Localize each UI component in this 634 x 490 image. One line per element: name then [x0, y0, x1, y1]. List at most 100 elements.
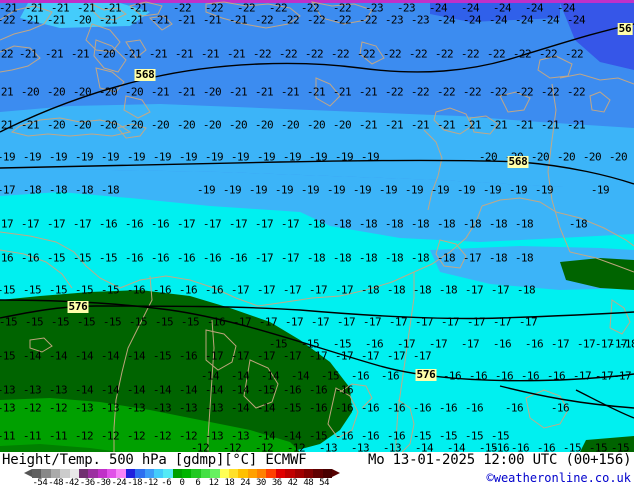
colorbar-tick: -30	[95, 478, 111, 488]
temperature-value: -17	[20, 217, 40, 231]
temperature-value: -15	[610, 441, 630, 453]
temperature-value: -16	[364, 337, 384, 351]
temperature-value: -18	[22, 183, 42, 197]
height-contour-label: 576	[67, 300, 89, 313]
temperature-value: -12	[286, 441, 306, 453]
temperature-value: -20	[556, 150, 576, 164]
colorbar-swatch-9	[116, 469, 126, 478]
temperature-value: -22	[382, 47, 402, 61]
contour-568-mid	[0, 159, 634, 185]
temperature-value: -14	[256, 429, 276, 443]
temperature-value: -15	[102, 315, 122, 329]
temperature-value: -22	[304, 47, 324, 61]
temperature-value: -16	[360, 429, 380, 443]
temperature-value: -16	[412, 401, 432, 415]
temperature-value: -17	[334, 349, 354, 363]
temperature-value: -12	[74, 429, 94, 443]
temperature-value: -21	[102, 1, 122, 15]
temperature-value: -15	[412, 429, 432, 443]
temperature-value: -17	[360, 349, 380, 363]
temperature-value: -21	[18, 47, 38, 61]
temperature-value: -21	[566, 118, 586, 132]
region-dark-green-right	[560, 258, 634, 290]
temperature-value: -21	[200, 47, 220, 61]
colorbar-swatch-21	[228, 469, 239, 478]
temperature-value: -21	[124, 13, 144, 27]
temperature-value: -19	[22, 150, 42, 164]
temperature-value: -15	[48, 283, 68, 297]
temperature-value: -12	[100, 429, 120, 443]
temperature-value: -16	[334, 383, 354, 397]
temperature-value: -17	[310, 315, 330, 329]
temperature-value: -21	[0, 1, 18, 15]
temperature-value: -24	[428, 1, 448, 15]
temperature-value: -21	[20, 13, 40, 27]
colorbar-swatch-26	[275, 469, 286, 478]
chart-footer: Height/Temp. 500 hPa [gdmp][°C] ECMWF Mo…	[0, 452, 634, 490]
temperature-value: -14	[414, 441, 434, 453]
temperature-value: -14	[22, 349, 42, 363]
temperature-value: -22	[460, 47, 480, 61]
temperature-value: -19	[456, 183, 476, 197]
temperature-value: -16	[438, 401, 458, 415]
temperature-value: -22	[330, 47, 350, 61]
temperature-value: -15	[562, 441, 582, 453]
temperature-value: -18	[384, 217, 404, 231]
temperature-value: -22	[564, 47, 584, 61]
temperature-value: -22	[332, 13, 352, 27]
temperature-value: -21	[150, 85, 170, 99]
temperature-value: -17	[396, 337, 416, 351]
copyright-credit: ©weatheronline.co.uk	[486, 471, 632, 485]
temperature-value: -21	[24, 1, 44, 15]
temperature-value: -19	[222, 183, 242, 197]
temperature-value: -17	[490, 283, 510, 297]
temperature-value: -12	[48, 401, 68, 415]
temperature-value: -19	[48, 150, 68, 164]
colorbar-tick: 48	[303, 478, 314, 488]
temperature-value: -16	[380, 369, 400, 383]
temperature-value: -12	[152, 429, 172, 443]
temperature-value: -14	[200, 369, 220, 383]
temperature-value: -20	[96, 47, 116, 61]
temperature-value: -15	[268, 337, 288, 351]
temperature-value: -19	[282, 150, 302, 164]
colorbar-tick: -42	[64, 478, 79, 488]
temperature-value: -19	[378, 183, 398, 197]
temperature-value: -17	[258, 315, 278, 329]
temperature-value: -19	[230, 150, 250, 164]
temperature-value: -21	[514, 118, 534, 132]
map-canvas[interactable]: -21 -21 -21 -21 -21 -21 -22 -22 -22 -22 -22 -22 -23-…	[0, 0, 634, 452]
colorbar-swatch-7	[97, 469, 107, 478]
temperature-value: -17	[72, 217, 92, 231]
temperature-value: -24	[514, 13, 534, 27]
temperature-value: -16	[524, 337, 544, 351]
temperature-value: -15	[256, 383, 276, 397]
temperature-value: -17	[228, 217, 248, 231]
temperature-value: -13	[74, 401, 94, 415]
temperature-value: -16	[152, 283, 172, 297]
temperature-value: -22	[462, 85, 482, 99]
temperature-value: -15	[0, 315, 18, 329]
temperature-value: -15	[0, 283, 16, 297]
chart-datestamp: Mo 13-01-2025 12:00 UTC (00+156)	[368, 452, 632, 468]
colorbar-swatch-10	[125, 469, 136, 478]
temperature-value: -22	[410, 85, 430, 99]
temperature-value: -18	[488, 251, 508, 265]
colorbar-tick: 54	[319, 478, 330, 488]
temperature-value: -17	[280, 217, 300, 231]
temperature-value: -19	[352, 183, 372, 197]
temperature-value: -21	[46, 13, 66, 27]
temperature-value: -21	[70, 47, 90, 61]
temperature-value: -22	[204, 1, 224, 15]
colorbar-swatch-6	[88, 469, 98, 478]
temperature-value: -16	[386, 429, 406, 443]
colorbar-swatch-15	[172, 469, 182, 478]
temperature-value: -14	[282, 429, 302, 443]
temperature-value: -22	[252, 47, 272, 61]
temperature-value: -16	[360, 401, 380, 415]
temperature-value: -22	[486, 47, 506, 61]
temperature-value: -13	[48, 383, 68, 397]
temperature-value: -22	[512, 47, 532, 61]
temperature-value: -18	[436, 251, 456, 265]
temperature-value: -18	[516, 283, 536, 297]
